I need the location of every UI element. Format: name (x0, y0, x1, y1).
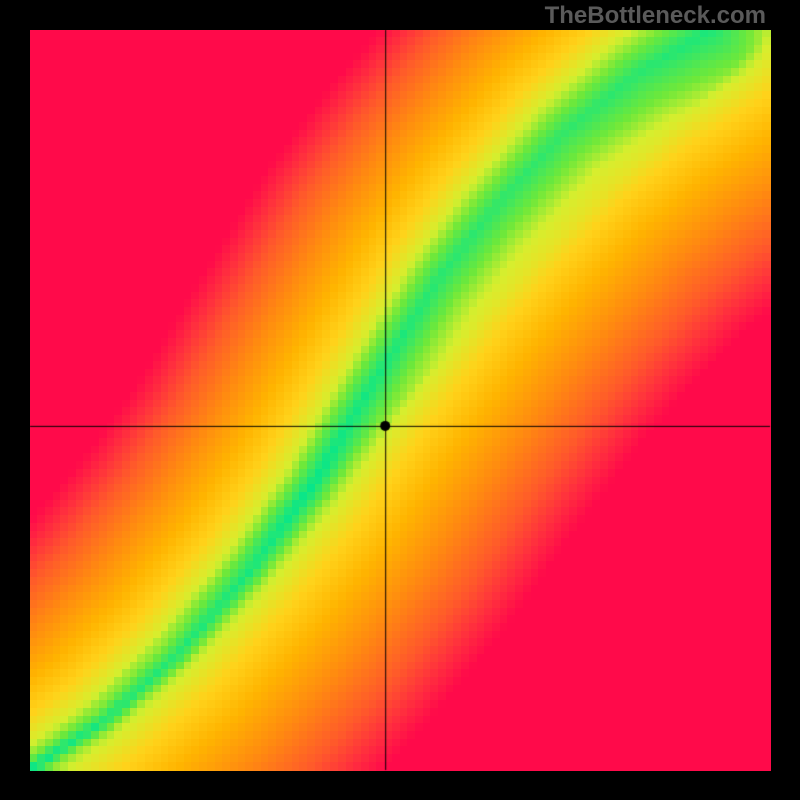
watermark-text: TheBottleneck.com (545, 2, 766, 30)
chart-root: TheBottleneck.com (0, 0, 800, 800)
heatmap-canvas (0, 0, 800, 800)
